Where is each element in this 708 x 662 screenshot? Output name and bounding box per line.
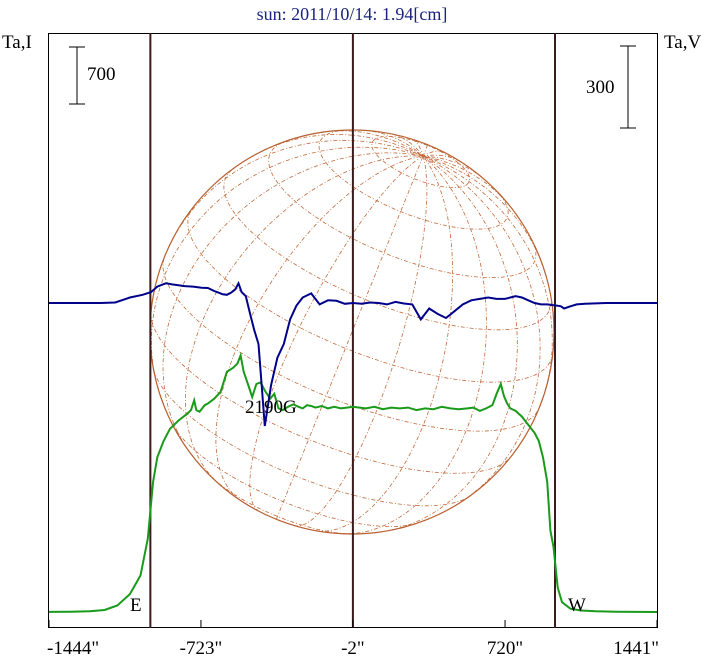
latitude-line: [150, 311, 512, 474]
series-ta-i-line: [48, 351, 658, 613]
right-scale-bar: [620, 45, 636, 129]
longitude-line: [293, 155, 428, 527]
longitude-line: [392, 133, 424, 157]
x-tick-label-4: 1441": [613, 638, 659, 659]
x-tick-label-1: -723": [180, 638, 223, 659]
right-axis-label: Ta,V: [664, 32, 701, 53]
longitude-line: [315, 155, 454, 532]
latitude-line: [223, 169, 552, 331]
longitude-line: [422, 150, 443, 157]
longitude-line: [252, 134, 424, 157]
x-tick-label-3: 720": [487, 638, 523, 659]
latitude-line: [268, 142, 537, 278]
series-ta-v-line: [49, 280, 657, 427]
left-scale-value: 700: [87, 64, 116, 85]
right-scale-value: 300: [586, 77, 615, 98]
latitude-line: [153, 369, 469, 507]
reference-lines: [149, 33, 556, 628]
x-axis: -1444" -723" -2" 720" 1441": [47, 620, 659, 659]
latitude-line: [211, 477, 352, 535]
west-label: W: [568, 595, 586, 616]
longitude-line: [412, 139, 424, 157]
left-scale-bar: [69, 46, 85, 105]
longitude-line: [423, 155, 513, 210]
x-tick-label-0: -1444": [47, 638, 99, 659]
longitude-line: [390, 155, 518, 531]
longitude-line: [150, 146, 424, 381]
chart-title: sun: 2011/10/14: 1.94[cm]: [257, 4, 448, 24]
peak-annotation: 2190G: [245, 397, 297, 418]
longitude-line: [422, 155, 553, 408]
latitude-line: [187, 211, 553, 383]
longitude-line: [215, 155, 424, 501]
longitude-line: [185, 155, 424, 481]
left-axis-label: Ta,I: [2, 32, 32, 53]
latitude-line: [162, 258, 539, 432]
longitude-line: [422, 155, 541, 504]
longitude-line: [164, 139, 424, 257]
longitude-line: [422, 144, 428, 157]
longitude-line: [249, 155, 424, 512]
east-label: E: [130, 595, 142, 616]
x-tick-label-2: -2": [341, 638, 365, 659]
longitude-line: [275, 155, 424, 520]
longitude-line: [347, 155, 487, 535]
longitude-line: [321, 130, 424, 157]
longitude-line: [423, 154, 461, 162]
longitude-line: [422, 155, 546, 275]
latitude-line: [318, 129, 509, 230]
